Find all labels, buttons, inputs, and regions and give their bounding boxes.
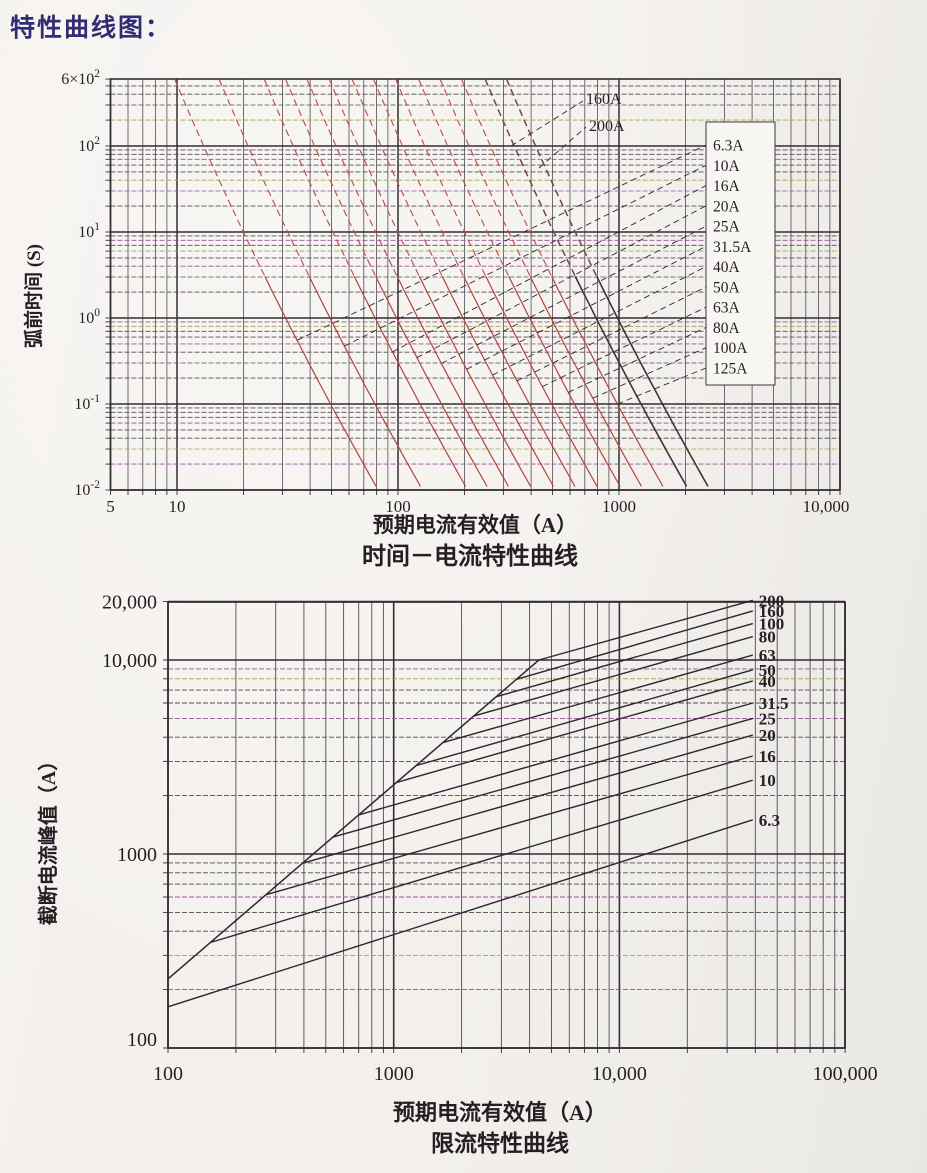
legend-label: 100A	[713, 340, 748, 357]
fuse-curve-upper-31.5A	[328, 78, 420, 277]
fuse-melting-curves	[174, 78, 709, 487]
fuse-curve-125A	[551, 276, 664, 487]
y-tick-label: 10,000	[102, 650, 157, 672]
curve-label-80: 80	[759, 628, 776, 647]
time-current-chart: 6.3A 10A 16A 20A 25A 31.5A 40A 50A 63A 80A 100A 125…	[22, 68, 849, 570]
legend-label: 50A	[713, 279, 741, 296]
legend-label: 80A	[713, 320, 741, 337]
y-tick-label: 100	[78, 307, 100, 327]
x-tick-label: 10,000	[803, 497, 850, 516]
fuse-curve-100A	[529, 276, 643, 487]
y-tick-label: 10-2	[74, 479, 100, 499]
x-tick-label: 100	[153, 1063, 183, 1085]
y-tick-label: 10-1	[74, 393, 100, 413]
legend-label: 31.5A	[713, 239, 752, 256]
y-tick-label: 6×102	[61, 68, 100, 88]
fuse-curve-160A	[574, 276, 688, 487]
fuse-curve-31.5A	[418, 276, 532, 487]
chart-title: 时间－电流特性曲线	[362, 543, 578, 570]
fuse-curve-upper-6.3A	[174, 78, 266, 277]
axis-tick-labels: 5 10 100 1000 10,000 6×102 102 101 100 10-1 10-2	[61, 68, 849, 516]
fuse-curve-16A	[353, 276, 467, 487]
fuse-curve-upper-40A	[351, 78, 443, 277]
fuse-curve-upper-25A	[306, 78, 398, 277]
page-title: 特性曲线图：	[10, 15, 173, 42]
curve-label-100: 100	[759, 615, 785, 634]
x-tick-label: 5	[106, 497, 115, 516]
legend-label: 20A	[713, 198, 741, 215]
curve-label-16: 16	[759, 747, 776, 766]
legend-label: 6.3A	[713, 138, 744, 155]
curve-label-200A: 200A	[589, 118, 625, 135]
fuse-curve-upper-80A	[418, 78, 510, 277]
fuse-curve-upper-20A	[285, 78, 377, 277]
legend-label: 25A	[713, 219, 741, 236]
y-tick-label: 100	[127, 1029, 157, 1051]
cutoff-current-lines	[167, 599, 754, 1008]
log-grid	[163, 600, 846, 1053]
curve-label-63: 63	[759, 646, 776, 665]
curve-label-160: 160	[759, 602, 785, 621]
fuse-curve-upper-200A	[505, 78, 598, 277]
chart-title: 限流特性曲线	[431, 1130, 569, 1156]
fuse-curve-63A	[485, 276, 598, 487]
y-tick-label: 1000	[117, 844, 157, 866]
curve-label-31.5: 31.5	[759, 694, 789, 713]
y-tick-label: 20,000	[102, 592, 157, 614]
fuse-curve-upper-100A	[439, 78, 531, 277]
x-tick-label: 10	[169, 497, 186, 516]
legend-label: 63A	[713, 300, 741, 317]
fuse-curve-upper-160A	[484, 78, 576, 277]
fuse-curve-25A	[396, 276, 509, 487]
legend-label: 40A	[713, 259, 741, 276]
fuse-curve-80A	[508, 276, 621, 487]
x-axis-label: 预期电流有效值（A）	[373, 513, 577, 537]
x-tick-label: 1000	[374, 1063, 414, 1085]
curve-label-160A: 160A	[586, 91, 622, 108]
fuse-curve-200A	[595, 276, 709, 487]
x-axis-label: 预期电流有效值（A）	[393, 1100, 607, 1125]
x-tick-label: 1000	[602, 497, 636, 516]
x-tick-label: 10,000	[592, 1063, 647, 1085]
legend-label: 10A	[713, 158, 741, 175]
legend-label: 16A	[713, 178, 741, 195]
fuse-curve-50A	[463, 276, 576, 487]
curve-label-6.3: 6.3	[759, 811, 780, 830]
log-grid	[105, 78, 841, 495]
fuse-curve-10A	[308, 276, 422, 487]
curve-label-50: 50	[759, 661, 776, 680]
x-tick-label: 100,000	[813, 1063, 878, 1085]
fuse-curve-upper-10A	[218, 78, 310, 277]
fuse-curve-20A	[375, 276, 488, 487]
y-tick-label: 101	[78, 221, 100, 241]
axis-tick-labels: 100 1000 10,000 100,000 20,000 10,000 1000 100	[102, 592, 878, 1085]
y-axis-label: 截断电流峰值（A）	[36, 751, 60, 925]
legend-label: 125A	[713, 360, 748, 377]
fuse-curve-upper-16A	[263, 78, 355, 277]
curve-label-10: 10	[759, 771, 776, 790]
fuse-curve-upper-50A	[372, 78, 465, 277]
y-axis-label: 弧前时间 (S)	[22, 244, 45, 348]
curve-label-20: 20	[759, 726, 776, 745]
fuse-curve-40A	[441, 276, 555, 487]
x-tick-label: 100	[385, 497, 411, 516]
curve-label-40: 40	[759, 672, 776, 691]
curve-label-200: 200	[759, 591, 785, 610]
label-leader-lines	[296, 100, 707, 405]
fuse-curve-6.3A	[264, 276, 377, 487]
fuse-curve-upper-125A	[460, 78, 553, 277]
legend-box	[705, 121, 776, 386]
curve-label-25: 25	[759, 709, 776, 728]
fuse-curve-upper-63A	[395, 78, 487, 277]
y-tick-label: 102	[78, 135, 100, 155]
